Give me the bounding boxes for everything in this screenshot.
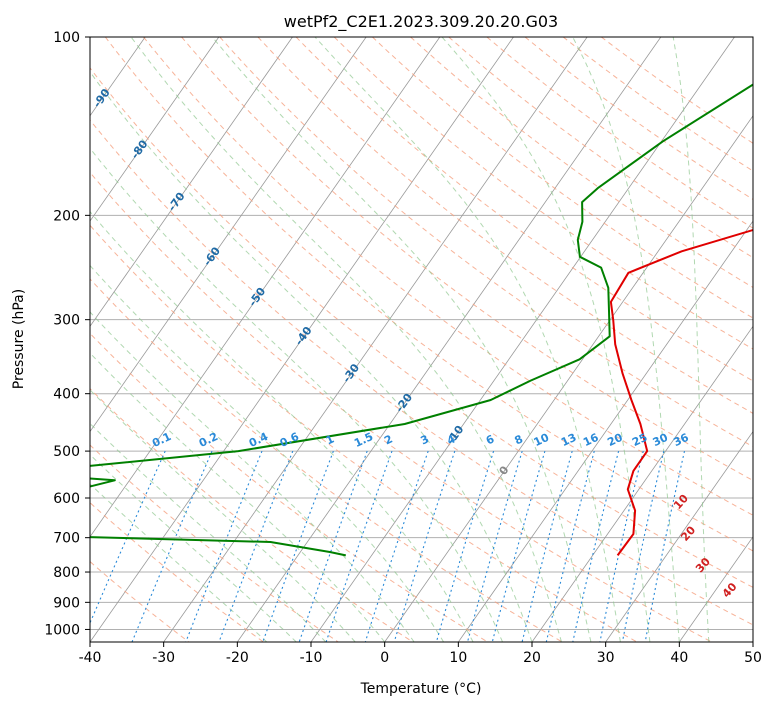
mixing-ratio-label: 8 [512, 432, 524, 447]
moist-adiabat-line [212, 37, 591, 642]
isotherm-line [164, 37, 588, 642]
dry-adiabat-line [144, 37, 775, 642]
mixing-ratio-label: 2 [382, 432, 394, 447]
y-tick-label: 500 [53, 444, 80, 460]
isotherm-line [0, 37, 219, 642]
dry-adiabat-line [105, 37, 775, 642]
isotherm-label: -20 [393, 391, 415, 415]
isotherm-label: 0 [497, 463, 512, 477]
isotherm-label: -70 [165, 190, 187, 214]
moist-adiabat-line [13, 37, 503, 642]
mixing-ratio-line [132, 451, 212, 642]
isotherm-label: -80 [128, 137, 150, 161]
isotherm-line [0, 37, 366, 642]
mixing-ratio-label: 0.2 [197, 430, 220, 450]
isotherm-line [16, 37, 440, 642]
x-tick-label: -40 [79, 650, 102, 666]
y-tick-label: 400 [53, 387, 80, 403]
x-tick-label: 30 [597, 650, 615, 666]
isotherm-line [753, 37, 775, 642]
dry-adiabat-line [411, 37, 775, 642]
isotherm-label: -30 [340, 361, 362, 385]
isotherm-line [532, 37, 775, 642]
moist-adiabat-line [0, 37, 473, 642]
dry-adiabat-line [372, 37, 775, 642]
dry-adiabat-line [296, 37, 775, 642]
chart-title: wetPf2_C2E1.2023.309.20.20.G03 [284, 12, 558, 32]
mixing-ratio-line [492, 451, 545, 642]
y-tick-label: 900 [53, 595, 80, 611]
mixing-ratio-label: 16 [581, 431, 601, 449]
mixing-ratio-label: 13 [559, 431, 578, 449]
dry-adiabat-line [449, 37, 775, 642]
mixing-ratio-label: 10 [532, 431, 552, 449]
isotherm-line [385, 37, 775, 642]
mixing-ratio-line [326, 451, 392, 642]
moist-adiabat-line [0, 37, 296, 642]
mixing-ratio-label: 36 [671, 431, 691, 449]
dry-adiabat-line [601, 37, 775, 642]
x-tick-label: -30 [152, 650, 175, 666]
y-tick-label: 800 [53, 565, 80, 581]
x-tick-label: 20 [523, 650, 541, 666]
moist-adiabat-line [0, 37, 326, 642]
dry-adiabat-line [29, 37, 775, 642]
dry-adiabat-line [0, 37, 264, 642]
mixing-ratio-line [600, 451, 643, 642]
isotherm-line [311, 37, 735, 642]
isotherm-label: -60 [201, 244, 223, 268]
y-tick-label: 1000 [44, 622, 80, 638]
y-axis-label: Pressure (hPa) [11, 289, 27, 389]
x-axis-label: Temperature (°C) [360, 681, 482, 697]
dry-adiabat-line [258, 37, 775, 642]
mixing-ratio-label: 0.1 [150, 430, 173, 450]
dry-adiabat-line [487, 37, 775, 642]
y-tick-label: 100 [53, 30, 80, 46]
isotherm-line [606, 37, 775, 642]
y-tick-label: 300 [53, 313, 80, 329]
moist-adiabat-label: 10 [671, 492, 691, 512]
mixing-ratio-line [365, 451, 428, 642]
isotherm-label: -40 [292, 324, 314, 348]
x-tick-label: -20 [226, 650, 249, 666]
x-tick-label: 40 [670, 650, 688, 666]
mixing-ratio-line [573, 451, 619, 642]
isotherm-line [679, 37, 775, 642]
mixing-ratio-label: 30 [651, 431, 671, 449]
dry-adiabat-line [0, 37, 488, 642]
mixing-ratio-label: 3 [418, 432, 430, 447]
dry-adiabat-line [0, 37, 338, 642]
mixing-ratio-label: 20 [605, 431, 625, 449]
moist-adiabat-line [573, 37, 680, 642]
x-tick-label: 0 [380, 650, 389, 666]
moist-adiabat-line [442, 37, 650, 642]
dry-adiabat-line [0, 37, 413, 642]
moist-adiabat-label: 20 [678, 523, 698, 543]
dewpoint-line [0, 37, 775, 526]
moist-adiabat-line [0, 37, 414, 642]
isotherm-label: -90 [91, 86, 113, 110]
temperature-line [611, 37, 775, 555]
y-tick-label: 200 [53, 208, 80, 224]
y-tick-label: 600 [53, 491, 80, 507]
x-tick-label: 10 [449, 650, 467, 666]
isotherm-line [458, 37, 775, 642]
mixing-ratio-label: 0.6 [278, 430, 301, 450]
plot-frame [90, 37, 753, 642]
moist-adiabat-line [0, 37, 444, 642]
x-tick-label: 50 [744, 650, 762, 666]
moist-adiabat-line [673, 37, 709, 642]
y-tick-label: 700 [53, 531, 80, 547]
x-tick-label: -10 [300, 650, 323, 666]
moist-adiabat-line [315, 37, 620, 642]
moist-adiabat-label: 40 [720, 580, 740, 600]
